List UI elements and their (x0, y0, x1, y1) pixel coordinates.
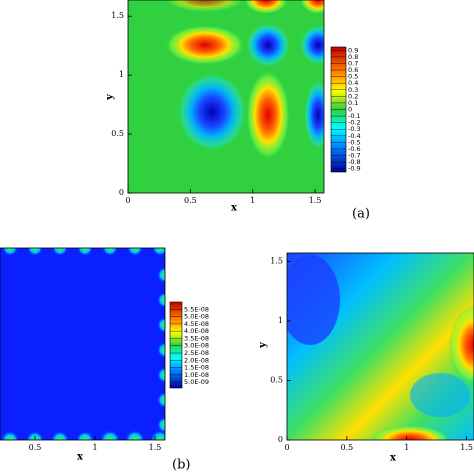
x-tick-label: 0.5 (29, 443, 42, 452)
colorbar (170, 302, 182, 388)
colorbar-tick-label: -0.4 (348, 132, 361, 140)
y-tick-label: 0.5 (270, 375, 283, 384)
y-tick-label: 0 (119, 188, 124, 197)
x-tick-label: 1 (92, 443, 97, 452)
colorbar-tick-label: -0.8 (348, 158, 361, 166)
colorbar-tick-label: -0.2 (348, 119, 361, 127)
y-tick-label: 1 (278, 316, 283, 325)
contour-field (287, 253, 474, 440)
colorbar-tick-label: 0.6 (348, 66, 358, 74)
x-tick-label: 1.5 (460, 443, 473, 452)
colorbar-tick-label: -0.9 (348, 165, 361, 173)
colorbar-tick-label: 0.2 (348, 92, 358, 100)
x-axis-label: x (77, 452, 84, 463)
x-axis-label: x (231, 203, 238, 214)
colorbar-tick-label: 4.0E-08 (184, 327, 209, 335)
plot-frame (0, 247, 166, 441)
panel-label: (a) (352, 207, 370, 222)
panel-label: (b) (172, 458, 190, 473)
colorbar-tick-label: -0.5 (348, 138, 361, 146)
y-tick-label: 1.5 (111, 11, 124, 20)
colorbar-tick-label: 1.5E-08 (184, 364, 209, 372)
colorbar-tick-label: 0.5 (348, 73, 358, 81)
colorbar-tick-label: 2.0E-08 (184, 356, 209, 364)
y-tick-label: 1 (119, 70, 124, 79)
x-tick-label: 1.5 (309, 196, 322, 205)
colorbar-tick-label: 0.3 (348, 86, 358, 94)
colorbar-tick-label: 0.4 (348, 79, 358, 87)
x-tick-label: 0.5 (341, 443, 354, 452)
x-tick-label: 1.5 (149, 443, 162, 452)
colorbar-tick-label: 0.9 (348, 46, 358, 54)
x-tick-label: 1 (250, 196, 255, 205)
colorbar-tick-label: -0.6 (348, 145, 361, 153)
y-tick-label: 0.5 (111, 129, 124, 138)
colorbar-tick-label: 5.0E-09 (184, 378, 209, 386)
colorbar-tick-label: 1.0E-08 (184, 371, 209, 379)
colorbar-tick-label: -0.3 (348, 125, 361, 133)
x-tick-label: 1 (404, 443, 409, 452)
colorbar-frame (169, 301, 183, 389)
colorbar-tick-label: 2.5E-08 (184, 349, 209, 357)
plot-frame (127, 0, 325, 194)
x-tick-label: 0 (284, 443, 289, 452)
y-tick-label: 1.5 (270, 256, 283, 265)
colorbar-tick-label: -0.7 (348, 152, 361, 160)
colorbar-tick-label: 0.8 (348, 53, 358, 61)
y-axis-label: y (258, 341, 269, 349)
x-axis-label: x (390, 453, 397, 464)
y-tick-label: 0 (278, 435, 283, 444)
x-tick-label: 0 (125, 196, 130, 205)
y-axis-label: y (105, 93, 116, 101)
contour-field (0, 248, 165, 440)
contour-field (128, 0, 324, 193)
colorbar-tick-label: 5.0E-08 (184, 313, 209, 321)
x-tick-label: 0.5 (184, 196, 197, 205)
colorbar-tick-label: -0.1 (348, 112, 361, 120)
colorbar-tick-label: 3.0E-08 (184, 342, 209, 350)
colorbar-tick-label: 0.7 (348, 59, 358, 67)
colorbar-tick-label: 0 (348, 106, 352, 114)
colorbar-tick-label: 3.5E-08 (184, 334, 209, 342)
colorbar-tick-label: 5.5E-08 (184, 305, 209, 313)
colorbar-tick-label: 0.1 (348, 99, 358, 107)
colorbar-tick-label: 4.5E-08 (184, 320, 209, 328)
plot-frame (286, 252, 474, 441)
